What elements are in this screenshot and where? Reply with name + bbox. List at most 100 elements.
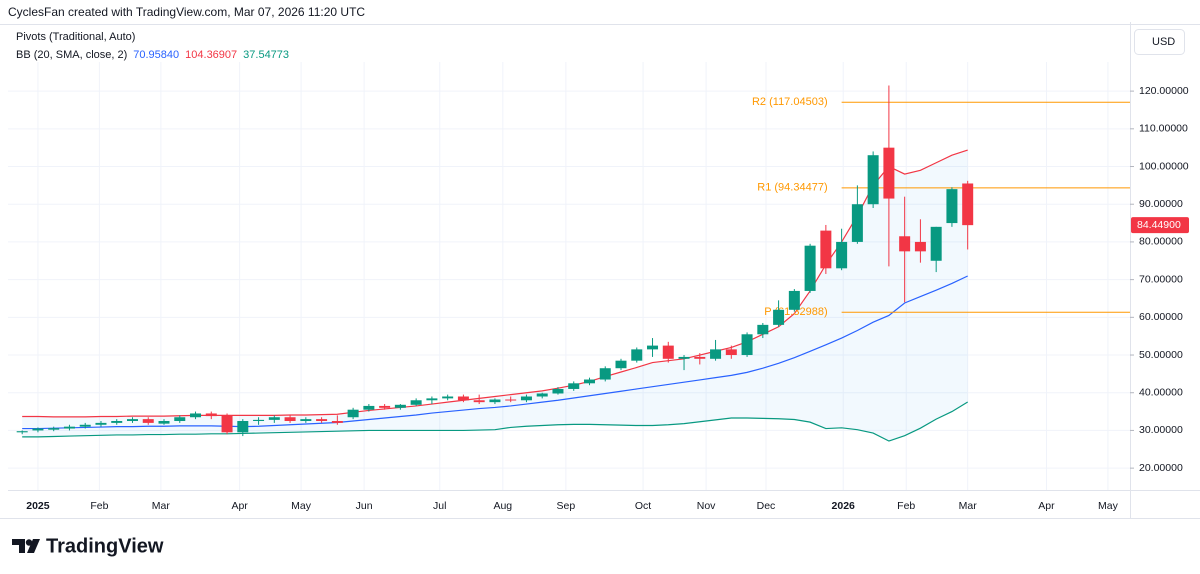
band-legend-value: 37.54773 xyxy=(243,49,289,61)
x-tick-label: May xyxy=(291,500,312,512)
candle-body xyxy=(174,417,186,422)
y-tick-label: 20.00000 xyxy=(1139,462,1183,474)
candle-body xyxy=(48,428,60,430)
candle-body xyxy=(930,226,942,261)
last-price-label: 84.44900 xyxy=(1137,219,1181,231)
x-tick-label: Sep xyxy=(557,500,576,512)
y-tick-label: 60.00000 xyxy=(1139,311,1183,323)
candle-body xyxy=(142,419,154,423)
candle-body xyxy=(363,405,375,410)
candle-body xyxy=(379,405,391,408)
x-tick-label: 2026 xyxy=(832,500,856,512)
x-tick-label: Jul xyxy=(433,500,446,512)
bands-legend: BB (20, SMA, close, 2) xyxy=(16,49,127,61)
band-legend-value: 104.36907 xyxy=(185,49,237,61)
logo-mark xyxy=(12,539,25,553)
band-line xyxy=(22,275,968,430)
candle-body xyxy=(914,241,926,252)
candle-body xyxy=(79,424,91,427)
x-tick-label: Mar xyxy=(152,500,171,512)
candle-body xyxy=(725,349,737,356)
x-tick-label: Apr xyxy=(1038,500,1055,512)
x-tick-label: Aug xyxy=(493,500,512,512)
candle-body xyxy=(457,396,469,401)
candle-body xyxy=(599,368,611,380)
candle-body xyxy=(410,400,422,405)
candle-body xyxy=(505,399,517,401)
candle-body xyxy=(631,349,643,361)
x-tick-label: Feb xyxy=(90,500,108,512)
candle-body xyxy=(773,309,785,325)
candle-body xyxy=(489,399,501,403)
candle-body xyxy=(32,428,44,431)
logo-dot xyxy=(25,539,33,546)
candle-body xyxy=(347,409,359,418)
candle-body xyxy=(678,356,690,359)
candle-body xyxy=(899,236,911,252)
x-tick-label: Jun xyxy=(356,500,373,512)
x-tick-label: Mar xyxy=(959,500,978,512)
candle-body xyxy=(520,396,532,401)
y-tick-label: 80.00000 xyxy=(1139,236,1183,248)
candle-body xyxy=(946,189,958,224)
candle-body xyxy=(300,419,312,422)
candle-body xyxy=(284,417,296,422)
x-tick-label: 2025 xyxy=(26,500,50,512)
candle-body xyxy=(662,345,674,359)
candle-body xyxy=(568,383,580,389)
candle-body xyxy=(694,356,706,359)
candle-body xyxy=(268,417,280,420)
candle-body xyxy=(757,324,769,335)
currency-box[interactable] xyxy=(1134,29,1185,55)
band-legend-value: 70.95840 xyxy=(133,49,179,61)
candle-body xyxy=(473,400,485,403)
candle-body xyxy=(158,421,170,424)
candle-body xyxy=(851,204,863,242)
band-line xyxy=(22,401,969,442)
candle-body xyxy=(804,245,816,291)
y-tick-label: 70.00000 xyxy=(1139,273,1183,285)
candle-body xyxy=(962,183,974,226)
last-price-box xyxy=(1131,217,1189,234)
y-tick-label: 50.00000 xyxy=(1139,349,1183,361)
candle-body xyxy=(788,290,800,310)
candle-body xyxy=(552,388,564,394)
candle-body xyxy=(710,349,722,359)
brand-name: TradingView xyxy=(46,535,164,557)
x-tick-label: Feb xyxy=(897,500,915,512)
pivot-label: R2 (117.04503) xyxy=(752,96,828,108)
x-tick-label: Apr xyxy=(231,500,248,512)
candle-body xyxy=(820,230,832,269)
candle-body xyxy=(426,398,438,401)
candle-body xyxy=(836,241,848,269)
y-tick-label: 100.00000 xyxy=(1139,160,1189,172)
candle-body xyxy=(331,421,343,423)
chart-title: CyclesFan created with TradingView.com, … xyxy=(8,5,365,19)
currency[interactable]: USD xyxy=(1152,36,1175,48)
pivots-legend: Pivots (Traditional, Auto) xyxy=(16,31,135,43)
candle-body xyxy=(205,413,217,417)
candle-body xyxy=(237,421,249,433)
candle-body xyxy=(63,426,75,429)
candle-body xyxy=(111,421,123,423)
candle-body xyxy=(316,419,328,422)
x-tick-label: May xyxy=(1098,500,1119,512)
x-tick-label: Dec xyxy=(757,500,776,512)
y-tick-label: 90.00000 xyxy=(1139,198,1183,210)
pivot-label: R1 (94.34477) xyxy=(757,182,827,194)
x-tick-label: Oct xyxy=(635,500,651,512)
x-tick-label: Nov xyxy=(697,500,716,512)
logo-slash xyxy=(27,539,40,553)
candle-body xyxy=(583,379,595,384)
y-tick-label: 110.00000 xyxy=(1139,123,1188,135)
brand-logo xyxy=(12,539,40,553)
y-tick-label: 30.00000 xyxy=(1139,424,1183,436)
candle-body xyxy=(253,419,265,422)
candle-body xyxy=(16,431,28,433)
y-tick-label: 40.00000 xyxy=(1139,387,1183,399)
band-fill xyxy=(22,150,968,441)
